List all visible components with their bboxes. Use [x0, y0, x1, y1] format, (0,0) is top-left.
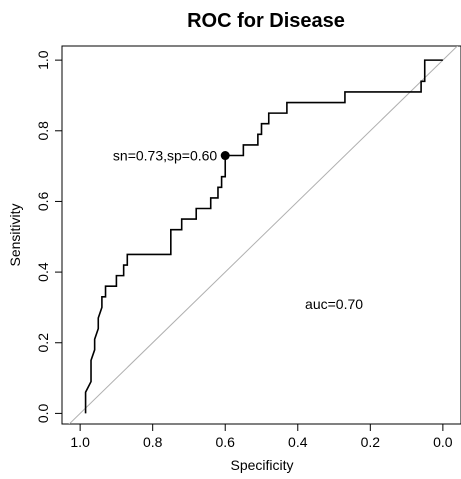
- optimal-cutoff-point: [220, 151, 230, 161]
- x-tick-label: 0.2: [361, 434, 381, 450]
- y-tick-label: 0.8: [35, 121, 51, 141]
- diagonal-reference-line: [68, 46, 459, 424]
- x-tick-label: 0.0: [433, 434, 453, 450]
- y-tick-label: 0.4: [35, 262, 51, 282]
- plot-frame: [61, 45, 461, 425]
- y-tick-label: 1.0: [35, 50, 51, 70]
- y-tick-label: 0.6: [35, 191, 51, 211]
- cutoff-label: sn=0.73,sp=0.60: [113, 148, 218, 164]
- y-tick-label: 0.0: [35, 403, 51, 423]
- y-axis: 0.0 0.2 0.4 0.6 0.8 1.0: [35, 50, 62, 423]
- x-tick-label: 0.6: [215, 434, 235, 450]
- y-tick-label: 0.2: [35, 333, 51, 353]
- x-tick-label: 1.0: [70, 434, 90, 450]
- x-axis-label: Specificity: [230, 457, 293, 473]
- x-tick-label: 0.8: [143, 434, 163, 450]
- roc-curve: [84, 59, 443, 414]
- x-axis: 1.0 0.8 0.6 0.4 0.2 0.0: [70, 424, 453, 450]
- y-axis-label: Sensitivity: [7, 203, 23, 266]
- auc-annotation: auc=0.70: [305, 296, 363, 312]
- x-tick-label: 0.4: [288, 434, 308, 450]
- chart-title: ROC for Disease: [187, 10, 345, 32]
